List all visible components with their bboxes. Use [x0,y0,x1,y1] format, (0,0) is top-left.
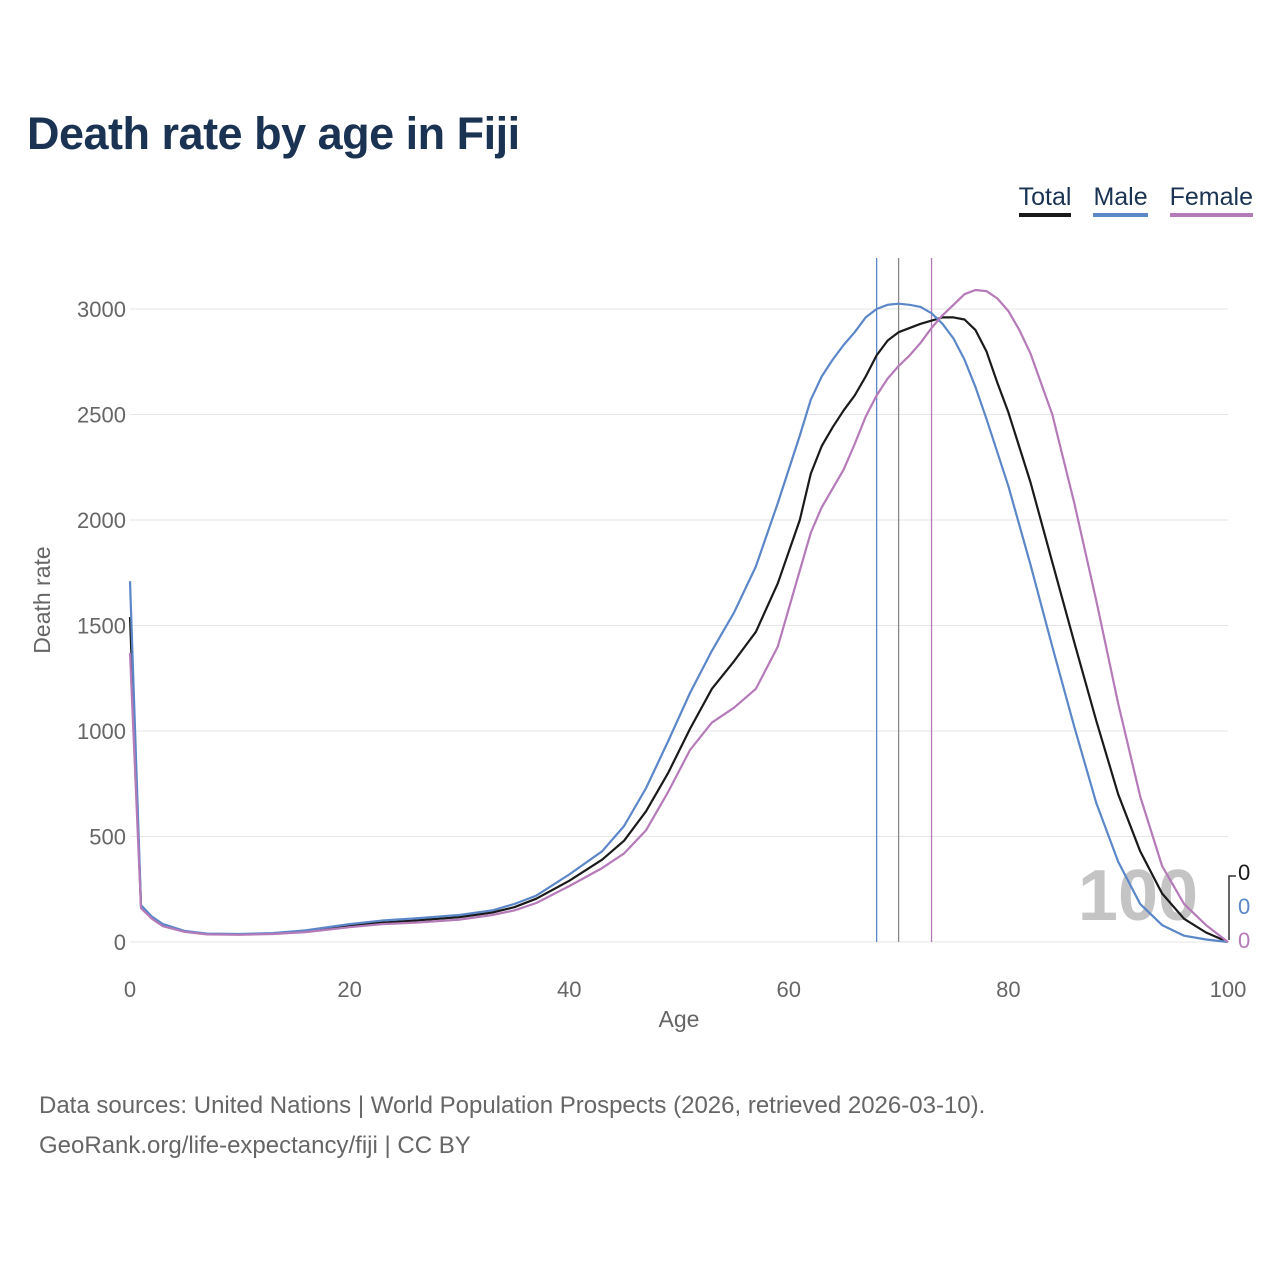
x-tick-label: 0 [124,977,136,1002]
y-tick-label: 2000 [77,508,126,533]
slider-age-label: 100 [1078,856,1198,936]
legend-item-male[interactable]: Male [1093,183,1148,217]
y-axis-ticks: 0 500 1000 1500 2000 2500 3000 [77,297,126,955]
x-tick-label: 20 [337,977,361,1002]
y-tick-label: 1500 [77,614,126,639]
x-axis-ticks: 0 20 40 60 80 100 [124,977,1246,1002]
page-title: Death rate by age in Fiji [27,108,520,159]
y-tick-label: 500 [89,825,126,850]
x-tick-label: 60 [777,977,801,1002]
legend-item-total[interactable]: Total [1018,183,1072,217]
footer: Data sources: United Nations | World Pop… [39,1086,985,1166]
end-value-marker: 0 0 0 [1228,860,1250,953]
end-label-female: 0 [1238,928,1250,953]
series-line-total [128,316,1229,944]
legend: Total Male Female [1018,183,1253,217]
footer-credit[interactable]: GeoRank.org/life-expectancy/fiji | CC BY [39,1132,471,1159]
series-lines [128,288,1229,944]
legend-item-female[interactable]: Female [1169,183,1253,217]
y-tick-label: 2500 [77,403,126,428]
y-tick-label: 1000 [77,719,126,744]
reference-lines [875,258,933,942]
x-tick-label: 80 [996,977,1020,1002]
end-label-total: 0 [1238,860,1250,885]
series-line-male [128,302,1229,944]
x-tick-label: 100 [1210,977,1247,1002]
footer-sources: Data sources: United Nations | World Pop… [39,1092,986,1119]
x-tick-label: 40 [557,977,581,1002]
y-tick-label: 3000 [77,297,126,322]
end-label-male: 0 [1238,894,1250,919]
y-tick-label: 0 [114,930,126,955]
y-axis-label: Death rate [29,546,55,653]
series-line-female [128,288,1229,943]
gridlines [130,308,1228,943]
x-axis-label: Age [659,1006,700,1032]
